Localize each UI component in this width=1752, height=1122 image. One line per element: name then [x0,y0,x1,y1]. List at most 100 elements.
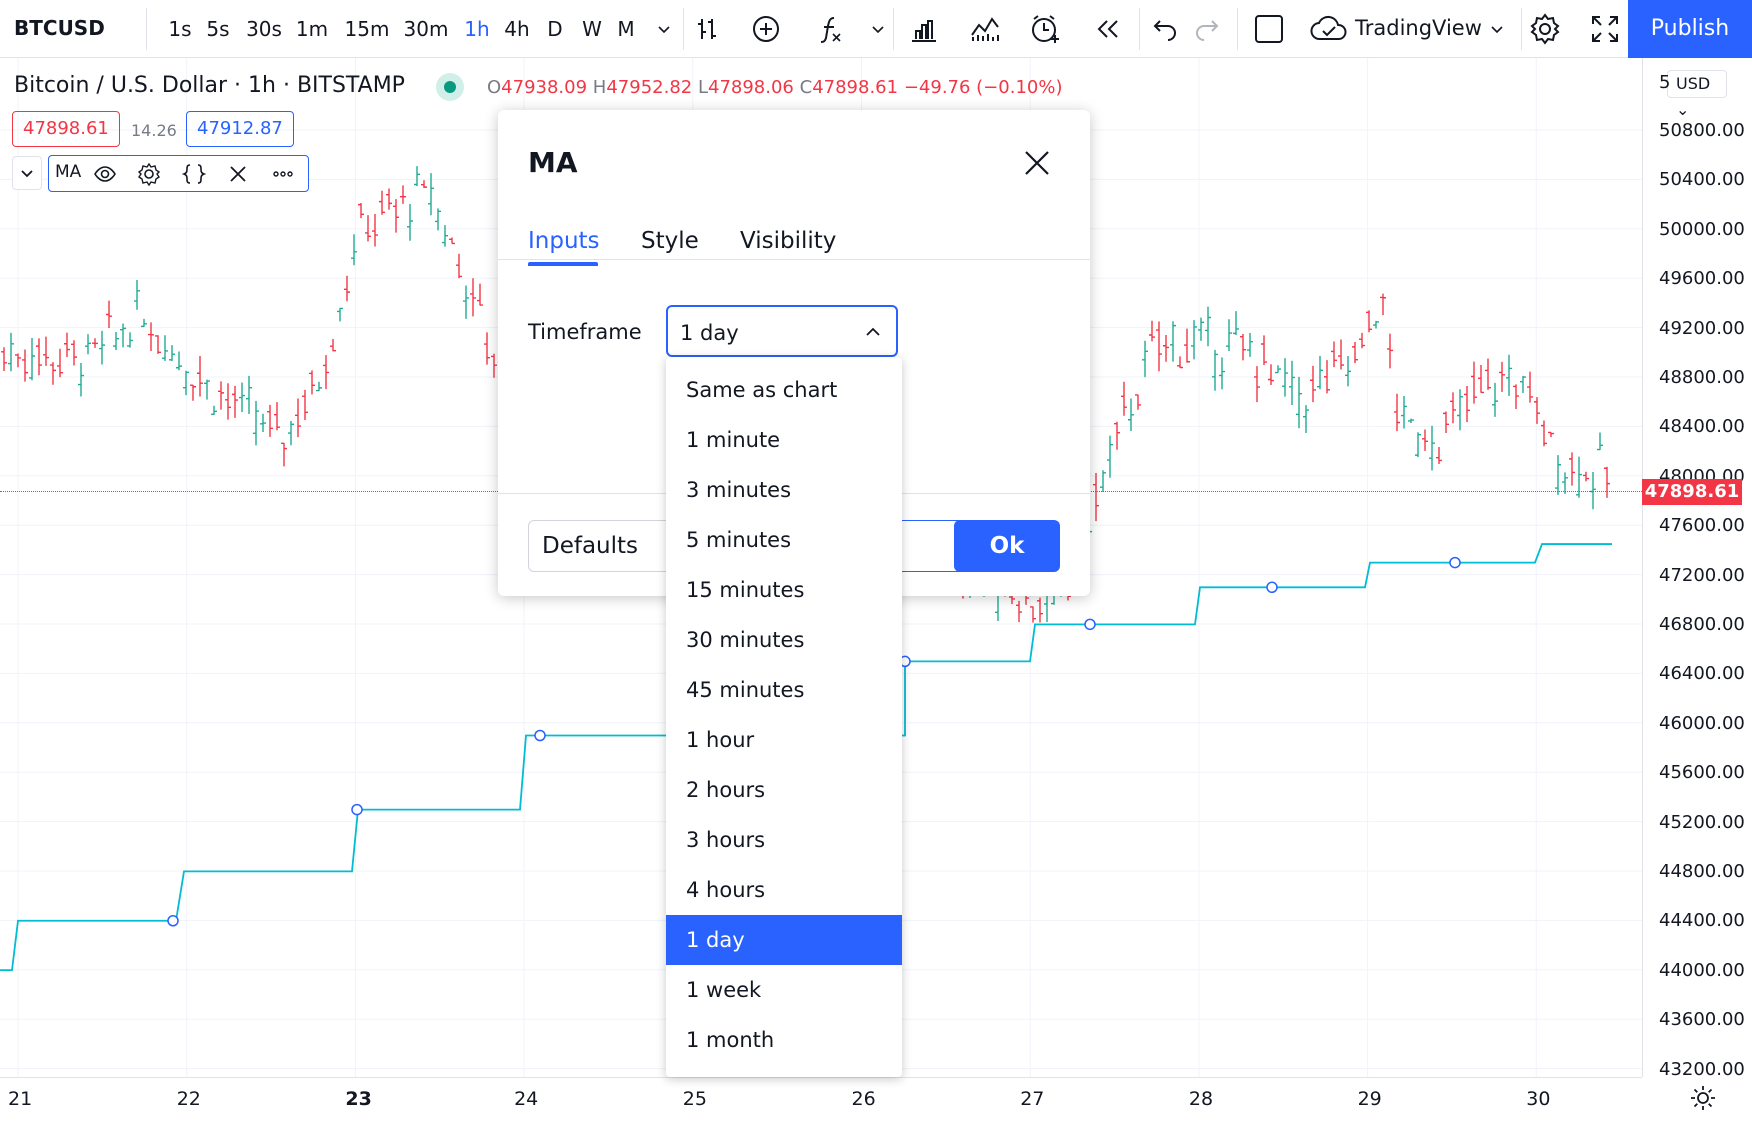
price-bar [15,353,21,368]
price-bar [1212,349,1218,391]
timeframe-option[interactable]: 1 week [686,978,762,1002]
timeframe-button[interactable]: W [582,17,602,41]
top-toolbar: BTCUSD 1s 5s 30s 1m 15m 30m 1h 4h D W M TradingVie… [0,0,1752,58]
price-bar [1240,333,1246,361]
timeframe-option[interactable]: 4 hours [686,878,766,902]
buy-price-button[interactable]: 47912.87 [186,111,294,147]
price-bar [421,180,427,189]
indicator-legend-ma[interactable]: MA [48,155,309,192]
timeframe-option[interactable]: 2 hours [686,778,766,802]
chevron-down-icon[interactable] [1478,10,1516,48]
tab-style[interactable]: Style [641,228,699,254]
timeframe-button[interactable]: 30s [246,17,282,41]
price-bar [1268,364,1274,386]
timeframe-select[interactable]: 1 day [666,305,898,357]
timeframe-button[interactable]: M [617,17,635,41]
timeframe-button[interactable]: 1h [464,17,490,41]
defaults-button[interactable]: Defaults [528,520,718,572]
price-bar [1030,606,1036,623]
indicator-name[interactable]: MA [55,162,82,182]
price-bar [120,323,126,348]
source-code-icon[interactable] [182,162,206,186]
price-bar [407,203,413,241]
sell-price-button[interactable]: 47898.61 [12,111,120,147]
price-bar [1135,394,1141,410]
symbol-search[interactable]: BTCUSD [14,16,105,40]
defaults-label: Defaults [542,533,639,559]
timeframe-button[interactable]: D [547,17,563,41]
ma-point [1266,581,1278,594]
settings-icon[interactable] [1526,10,1564,48]
timeframe-option[interactable]: 3 minutes [686,478,792,502]
timeframe-button[interactable]: 1m [295,17,329,41]
ok-button[interactable]: Ok [954,520,1060,572]
currency-button[interactable]: USD ⌄ [1667,70,1727,119]
timeframe-option[interactable]: Same as chart [686,378,838,402]
price-bar [169,345,175,362]
price-tick: 44800.00 [1659,861,1745,882]
financials-icon[interactable] [905,10,943,48]
price-bar [1093,473,1099,522]
timeframe-option[interactable]: 1 minute [686,428,781,452]
price-bar [1016,600,1022,623]
price-bar [176,351,182,371]
timeframe-button[interactable]: 15m [344,17,390,41]
fullscreen-icon[interactable] [1586,10,1624,48]
chevron-down-icon[interactable] [859,10,897,48]
price-tick: 46800.00 [1659,614,1745,635]
price-bar [1422,429,1428,451]
spread-value: 14.26 [131,121,177,140]
layout-icon[interactable] [1250,10,1288,48]
chart-settings-icon[interactable] [1690,1085,1716,1111]
timeframe-option[interactable]: 15 minutes [686,578,805,602]
market-status-icon[interactable] [436,73,464,101]
replay-icon[interactable] [1088,10,1126,48]
timeframe-option[interactable]: 30 minutes [686,628,805,652]
compare-add-icon[interactable] [747,10,785,48]
close-icon[interactable] [1020,146,1054,180]
layout-name[interactable]: TradingView [1355,16,1482,40]
timeframe-button[interactable]: 1s [168,17,192,41]
price-bar [162,335,168,361]
price-bar [358,203,364,219]
timeframe-option[interactable]: 1 month [686,1028,775,1052]
price-bar [1254,366,1260,403]
series-title[interactable]: Bitcoin / U.S. Dollar · 1h · BITSTAMP [14,73,405,98]
price-bar [995,592,1001,622]
price-bar [1583,471,1589,482]
publish-button[interactable]: Publish [1628,0,1752,58]
price-axis[interactable]: 50800.00 50400.00 50000.00 49600.00 49200.00… [1642,58,1752,1080]
indicators-icon[interactable] [812,10,850,48]
collapse-legend-button[interactable] [12,156,42,190]
close-icon[interactable] [226,162,250,186]
alert-icon[interactable] [1027,10,1065,48]
chevron-down-icon[interactable] [645,10,683,48]
timeframe-button[interactable]: 30m [403,17,449,41]
price-bar [1436,447,1442,464]
tab-inputs[interactable]: Inputs [528,228,600,254]
redo-icon[interactable] [1188,10,1226,48]
timeframe-button[interactable]: 4h [504,17,530,41]
eye-icon[interactable] [93,162,117,186]
price-bar [309,370,315,395]
time-axis[interactable]: 21 22 23 24 25 26 27 28 29 30 [0,1077,1642,1122]
templates-icon[interactable] [966,10,1004,48]
timeframe-button[interactable]: 5s [206,17,230,41]
timeframe-option[interactable]: 3 hours [686,828,766,852]
price-bar [1457,389,1463,431]
tab-visibility[interactable]: Visibility [740,228,837,254]
cloud-saved-icon[interactable] [1310,10,1348,48]
ma-line[interactable] [0,543,1612,972]
timeframe-option[interactable]: 1 day [666,915,902,965]
open-label: O [487,77,502,98]
settings-icon[interactable] [137,162,161,186]
price-bar [330,338,336,352]
bar-style-icon[interactable] [688,10,726,48]
price-bar [393,199,399,233]
timeframe-option[interactable]: 45 minutes [686,678,805,702]
timeframe-option[interactable]: 1 hour [686,728,755,752]
undo-icon[interactable] [1146,10,1184,48]
timeframe-option[interactable]: 5 minutes [686,528,792,552]
price-bar [1380,293,1386,316]
more-icon[interactable] [271,162,295,186]
